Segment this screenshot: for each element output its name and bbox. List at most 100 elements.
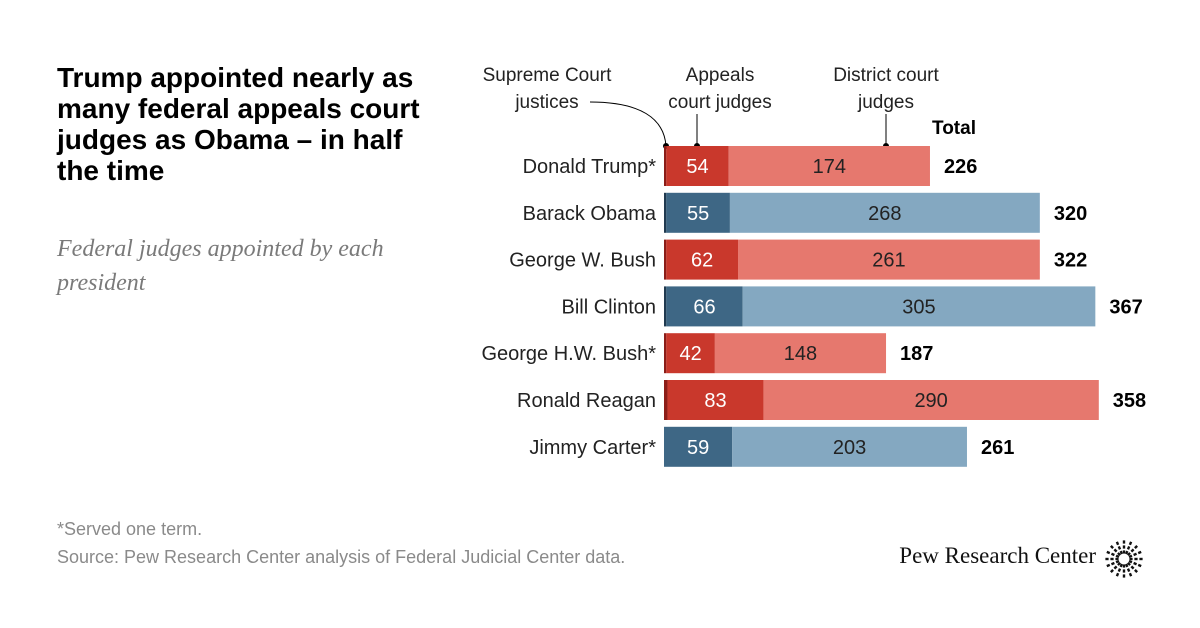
sunburst-mark: [1128, 554, 1133, 559]
sunburst-mark: [1105, 557, 1109, 561]
sunburst-mark: [1115, 557, 1119, 561]
category-label: Jimmy Carter*: [529, 437, 656, 459]
bar-district: [742, 286, 1096, 327]
bar-supreme: [664, 192, 667, 233]
sunburst-mark: [1122, 545, 1126, 549]
value-label-appeals: 55: [687, 203, 709, 225]
sunburst-mark: [1122, 574, 1126, 578]
sunburst-mark: [1126, 561, 1131, 566]
value-label-appeals: 54: [686, 156, 708, 178]
footnote: *Served one term.: [57, 519, 203, 539]
sunburst-mark: [1134, 569, 1139, 574]
bar-district: [729, 192, 1040, 233]
value-label-district: 203: [833, 437, 866, 459]
total-label: 226: [944, 156, 977, 178]
value-label-appeals: 83: [704, 390, 726, 412]
sunburst-mark: [1122, 564, 1126, 568]
sunburst-logo-icon: [1105, 540, 1143, 578]
bar-appeals: [666, 286, 743, 327]
bar-district: [732, 426, 967, 467]
sunburst-mark: [1109, 569, 1114, 574]
sunburst-mark: [1117, 561, 1122, 566]
sunburst-mark: [1109, 544, 1114, 549]
legend-district-line1: District court: [833, 65, 939, 86]
bar-district: [763, 380, 1099, 420]
total-label: 322: [1054, 250, 1087, 272]
sunburst-mark: [1119, 550, 1124, 555]
bar-appeals: [666, 192, 730, 233]
bar-appeals: [664, 426, 733, 467]
brand-name: Pew Research Center: [899, 543, 1096, 568]
sunburst-mark: [1133, 552, 1138, 557]
sunburst-mark: [1124, 563, 1129, 568]
sunburst-mark: [1137, 563, 1142, 568]
bar-district: [714, 333, 887, 374]
sunburst-mark: [1106, 550, 1111, 555]
value-label-appeals: 59: [687, 437, 709, 459]
total-label: 320: [1054, 203, 1087, 225]
category-label: George W. Bush: [509, 250, 656, 272]
bar-supreme: [664, 239, 667, 280]
value-label-district: 290: [914, 390, 947, 412]
sunburst-mark: [1134, 557, 1138, 561]
bar-appeals: [667, 380, 764, 420]
legend: Supreme Court justices Appeals court jud…: [483, 65, 976, 149]
value-label-district: 148: [784, 343, 817, 365]
legend-total-label: Total: [932, 118, 976, 139]
legend-appeals-line1: Appeals: [686, 65, 755, 86]
category-label: Donald Trump*: [523, 156, 657, 178]
category-label: Ronald Reagan: [517, 390, 656, 412]
sunburst-mark: [1122, 540, 1126, 544]
sunburst-mark: [1115, 559, 1120, 564]
category-label: George H.W. Bush*: [481, 343, 656, 365]
bar-appeals: [666, 333, 715, 374]
sunburst-mark: [1119, 563, 1124, 568]
total-label: 261: [981, 437, 1014, 459]
sunburst-mark: [1117, 545, 1122, 550]
bar-district: [738, 239, 1040, 280]
sunburst-mark: [1133, 561, 1138, 566]
sunburst-mark: [1139, 557, 1143, 561]
sunburst-mark: [1128, 572, 1133, 577]
sunburst-mark: [1126, 568, 1131, 573]
value-label-district: 268: [868, 203, 901, 225]
sunburst-mark: [1134, 544, 1139, 549]
bar-district: [728, 146, 930, 186]
sunburst-mark: [1110, 561, 1115, 566]
sunburst-mark: [1115, 572, 1120, 577]
sunburst-mark: [1117, 568, 1122, 573]
sunburst-mark: [1122, 569, 1126, 573]
legend-supreme-line1: Supreme Court: [483, 65, 613, 86]
sunburst-mark: [1122, 550, 1126, 554]
sunburst-mark: [1106, 563, 1111, 568]
bar-appeals: [666, 146, 729, 186]
value-label-district: 261: [872, 250, 905, 272]
sunburst-mark: [1113, 565, 1118, 570]
category-label: Bill Clinton: [562, 296, 656, 318]
sunburst-mark: [1128, 559, 1133, 564]
sunburst-mark: [1130, 565, 1135, 570]
bar-supreme: [664, 286, 667, 327]
value-label-appeals: 62: [691, 250, 713, 272]
sunburst-mark: [1115, 554, 1120, 559]
leader-supreme: [589, 101, 667, 147]
sunburst-mark: [1129, 557, 1133, 561]
sunburst-mark: [1115, 541, 1120, 546]
chart-title: Trump appointed nearly as many federal a…: [57, 62, 420, 186]
value-label-appeals: 66: [693, 296, 715, 318]
legend-appeals-line2: court judges: [668, 92, 772, 113]
sunburst-mark: [1117, 552, 1122, 557]
value-label-appeals: 42: [679, 343, 701, 365]
total-label: 358: [1113, 390, 1146, 412]
value-label-district: 174: [813, 156, 846, 178]
sunburst-mark: [1126, 545, 1131, 550]
sunburst-mark: [1126, 552, 1131, 557]
legend-supreme-line2: justices: [514, 92, 578, 113]
source-note: Source: Pew Research Center analysis of …: [57, 547, 626, 567]
chart-subtitle: Federal judges appointed by each preside…: [57, 236, 384, 296]
sunburst-mark: [1137, 550, 1142, 555]
category-label: Barack Obama: [523, 203, 657, 225]
sunburst-mark: [1128, 541, 1133, 546]
total-label: 367: [1109, 296, 1142, 318]
